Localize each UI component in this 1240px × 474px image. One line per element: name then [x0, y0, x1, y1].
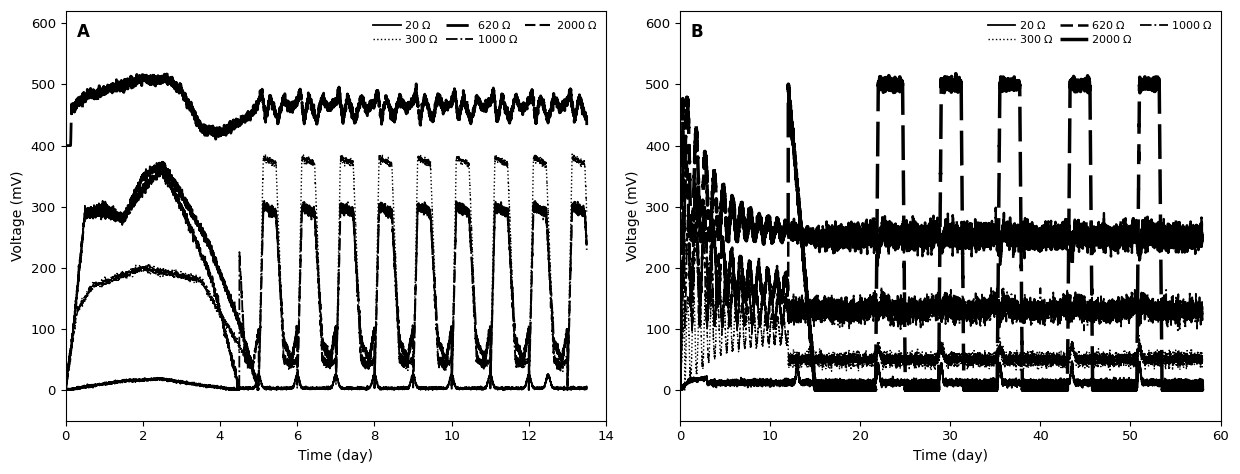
Legend: 20 $\Omega$, 300 $\Omega$, 620 $\Omega$, 2000 $\Omega$, 1000 $\Omega$: 20 $\Omega$, 300 $\Omega$, 620 $\Omega$,…: [986, 17, 1215, 47]
Y-axis label: Voltage (mV): Voltage (mV): [11, 171, 25, 261]
Y-axis label: Voltage (mV): Voltage (mV): [626, 171, 640, 261]
X-axis label: Time (day): Time (day): [913, 449, 988, 463]
Text: A: A: [77, 23, 89, 41]
Text: B: B: [691, 23, 703, 41]
X-axis label: Time (day): Time (day): [299, 449, 373, 463]
Legend: 20 $\Omega$, 300 $\Omega$, 620 $\Omega$, 1000 $\Omega$, 2000 $\Omega$: 20 $\Omega$, 300 $\Omega$, 620 $\Omega$,…: [371, 17, 600, 47]
